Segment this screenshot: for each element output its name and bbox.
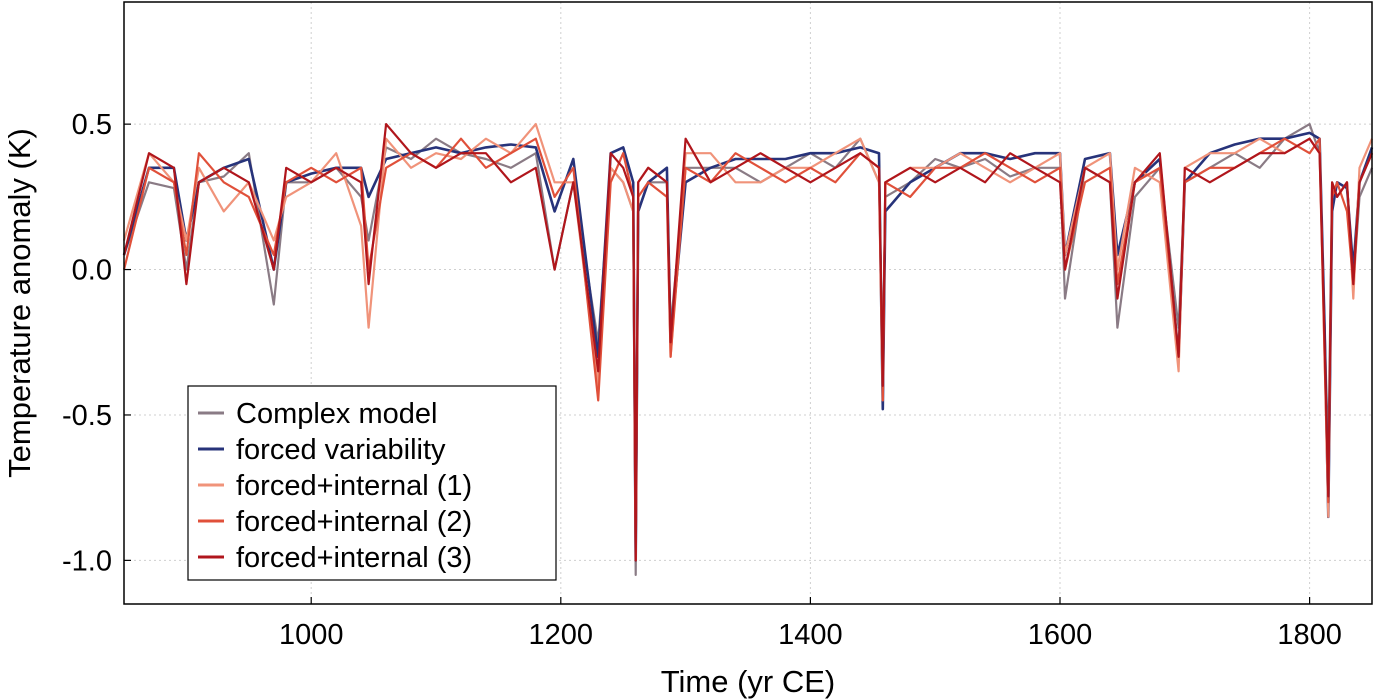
legend-box bbox=[187, 385, 557, 581]
grid bbox=[124, 2, 1372, 604]
y-tick-label: 0.5 bbox=[72, 109, 112, 141]
series-line-5 bbox=[122, 122, 1374, 562]
series-line-2 bbox=[122, 131, 1374, 562]
y-tick-label: -1.0 bbox=[62, 545, 112, 577]
x-axis-label: Time (yr CE) bbox=[661, 664, 836, 699]
x-tick-label: 1400 bbox=[778, 619, 843, 651]
x-tick-label: 1000 bbox=[279, 619, 344, 651]
legend-label: Complex model bbox=[236, 398, 437, 430]
legend: Complex model forced variability forced+in… bbox=[187, 385, 557, 581]
x-axis-ticks: 1000 1200 1400 1600 1800 bbox=[279, 597, 1342, 651]
y-axis-label: Temperature anomaly (K) bbox=[2, 128, 37, 478]
legend-label: forced variability bbox=[236, 434, 446, 466]
y-tick-label: 0.0 bbox=[72, 255, 112, 287]
series-lines bbox=[122, 122, 1374, 577]
y-tick-label: -0.5 bbox=[62, 400, 112, 432]
y-axis-ticks: -1.0 -0.5 0.0 0.5 bbox=[62, 109, 131, 577]
x-tick-label: 1200 bbox=[529, 619, 594, 651]
legend-label: forced+internal (2) bbox=[236, 506, 472, 538]
x-tick-label: 1800 bbox=[1277, 619, 1342, 651]
legend-label: forced+internal (1) bbox=[236, 470, 472, 502]
x-tick-label: 1600 bbox=[1028, 619, 1093, 651]
legend-label: forced+internal (3) bbox=[236, 542, 472, 574]
plot-frame bbox=[123, 1, 1373, 605]
legend-entries: Complex model forced variability forced+in… bbox=[198, 398, 472, 574]
